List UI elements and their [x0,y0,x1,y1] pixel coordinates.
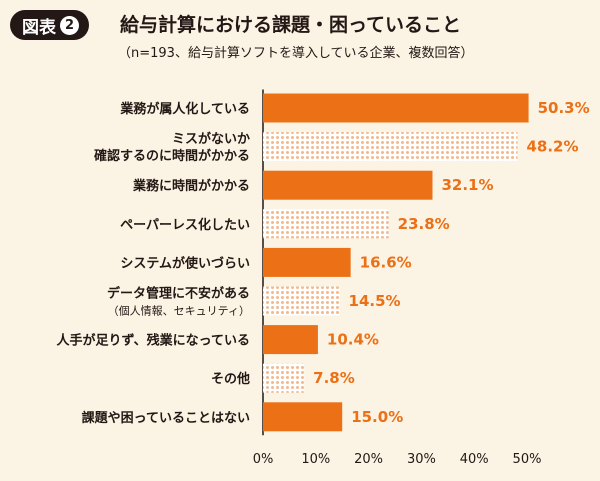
x-tick-label: 50% [513,452,542,467]
x-tick-label: 0% [253,452,274,467]
bar [263,209,389,239]
data-label: 7.8% [313,369,355,387]
bar [263,402,343,432]
data-label: 32.1% [441,176,493,194]
figure-label: 図表 [22,17,56,38]
bar [263,170,433,200]
bar [263,325,318,355]
category-label: 業務に時間がかかる [132,178,250,194]
bar [263,363,305,393]
bar [263,132,518,162]
x-tick-label: 30% [407,452,436,467]
figure-number: 2 [60,15,79,35]
data-label: 23.8% [398,215,450,233]
data-label: 15.0% [351,408,403,426]
category-label: その他 [211,371,250,387]
data-label: 16.6% [360,253,412,271]
figure-badge: 図表 2 [10,10,89,40]
data-label: 10.4% [327,331,379,349]
chart-title: 給与計算における課題・困っていること [120,14,462,36]
bar [263,286,340,316]
data-label: 48.2% [526,138,578,156]
category-sublabel: （個人情報、セキュリティ） [108,305,250,318]
data-label: 50.3% [538,99,590,117]
x-tick-label: 20% [354,452,383,467]
category-label: データ管理に不安がある [107,286,250,302]
category-label: 業務が属人化している [119,101,250,117]
category-label: 確認するのに時間がかかる [94,148,250,164]
category-label: ミスがないか [172,131,250,147]
x-tick-label: 10% [301,452,330,467]
category-label: ペーパーレス化したい [120,217,250,233]
x-tick-label: 40% [460,452,489,467]
data-label: 14.5% [349,292,401,310]
category-label: システムが使いづらい [120,255,250,271]
bar [263,247,351,277]
category-label: 課題や困っていることはない [82,410,250,426]
bar [263,93,529,123]
chart-subtitle: （n=193、給与計算ソフトを導入している企業、複数回答） [118,46,474,61]
category-label: 人手が足りず、残業になっている [57,333,250,349]
